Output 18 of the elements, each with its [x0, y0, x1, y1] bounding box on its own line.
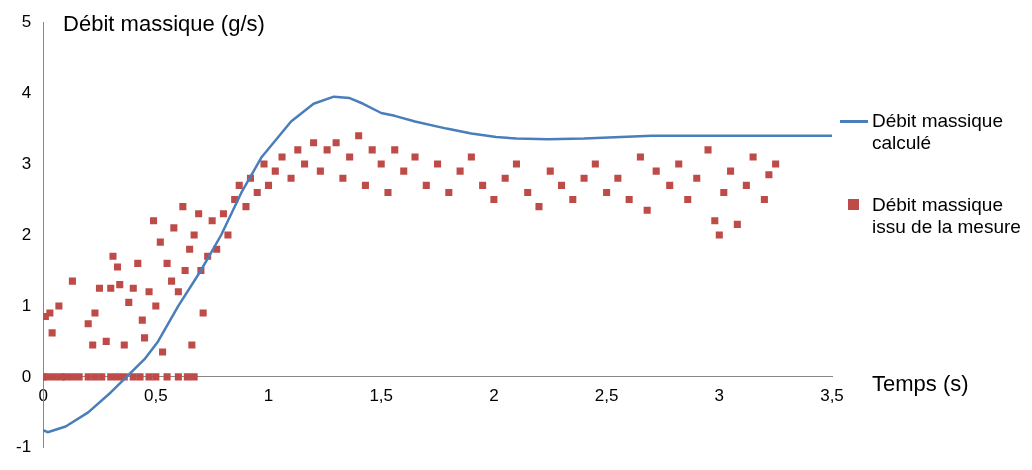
- y-tick-label: 5: [21, 11, 32, 31]
- y-axis-title: Débit massique (g/s): [63, 11, 265, 37]
- y-tick-label: 0: [21, 366, 32, 386]
- y-tick-label: 1: [21, 295, 32, 315]
- x-tick-label: 0,5: [143, 385, 168, 405]
- y-tick-label: 3: [21, 153, 32, 173]
- x-tick-label: 3: [714, 385, 725, 405]
- x-tick-label: 3,5: [820, 385, 844, 405]
- x-tick-label: 2: [489, 385, 499, 405]
- x-tick-label: 1: [263, 385, 274, 405]
- y-tick-label: -1: [15, 437, 32, 457]
- y-tick-label: 4: [21, 82, 32, 102]
- legend-label: Débit massique calculé: [872, 110, 1004, 154]
- x-tick-label: 1,5: [369, 385, 394, 405]
- y-tick-label: 2: [21, 224, 32, 244]
- x-axis-title: Temps (s): [872, 370, 969, 396]
- legend-label: Débit massique issu de la mesure: [872, 194, 1022, 238]
- x-tick-label: 2,5: [594, 385, 619, 405]
